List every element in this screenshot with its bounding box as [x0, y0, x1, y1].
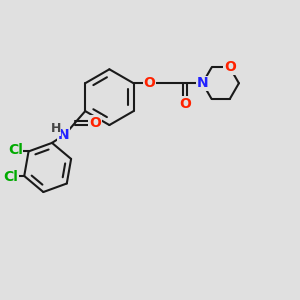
- Text: O: O: [144, 76, 156, 90]
- Text: N: N: [197, 76, 208, 90]
- Text: H: H: [50, 122, 61, 135]
- Text: Cl: Cl: [8, 143, 23, 157]
- Text: Cl: Cl: [4, 170, 19, 184]
- Text: N: N: [58, 128, 70, 142]
- Text: O: O: [89, 116, 101, 130]
- Text: O: O: [179, 97, 191, 111]
- Text: O: O: [224, 61, 236, 74]
